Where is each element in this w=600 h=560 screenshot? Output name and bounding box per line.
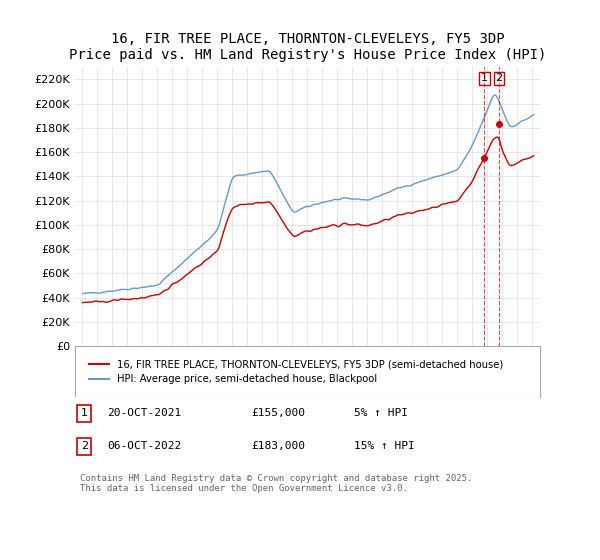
Text: Contains HM Land Registry data © Crown copyright and database right 2025.
This d: Contains HM Land Registry data © Crown c… <box>80 474 472 493</box>
Text: 2: 2 <box>81 441 88 451</box>
Text: 1: 1 <box>81 408 88 418</box>
Text: 06-OCT-2022: 06-OCT-2022 <box>107 441 182 451</box>
Text: £183,000: £183,000 <box>252 441 306 451</box>
Text: £155,000: £155,000 <box>252 408 306 418</box>
Legend: 16, FIR TREE PLACE, THORNTON-CLEVELEYS, FY5 3DP (semi-detached house), HPI: Aver: 16, FIR TREE PLACE, THORNTON-CLEVELEYS, … <box>85 355 507 388</box>
Title: 16, FIR TREE PLACE, THORNTON-CLEVELEYS, FY5 3DP
Price paid vs. HM Land Registry': 16, FIR TREE PLACE, THORNTON-CLEVELEYS, … <box>69 32 546 62</box>
Text: 1: 1 <box>481 73 488 83</box>
Text: 15% ↑ HPI: 15% ↑ HPI <box>354 441 415 451</box>
Text: 5% ↑ HPI: 5% ↑ HPI <box>354 408 408 418</box>
Text: 2: 2 <box>496 73 502 83</box>
Text: 20-OCT-2021: 20-OCT-2021 <box>107 408 182 418</box>
